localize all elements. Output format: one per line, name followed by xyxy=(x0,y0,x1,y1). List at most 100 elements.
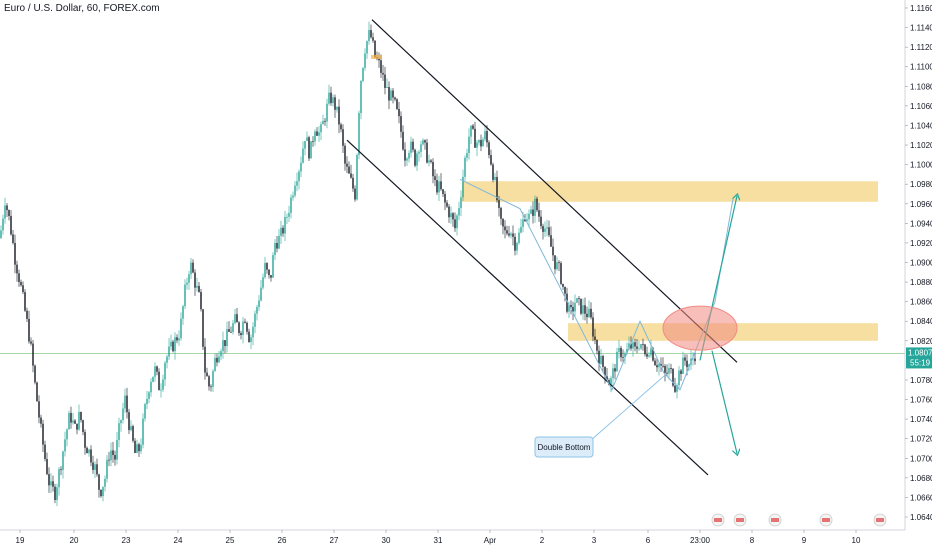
candle-body xyxy=(240,333,242,336)
candle-body xyxy=(122,408,124,421)
candle-body xyxy=(664,365,666,373)
candle-body xyxy=(26,310,28,319)
candle-body xyxy=(328,92,330,104)
candle-body xyxy=(226,329,228,347)
candle-body xyxy=(396,99,398,110)
candle-body xyxy=(182,306,184,319)
candle-body xyxy=(88,449,90,454)
candle-body xyxy=(120,420,122,424)
candle-body xyxy=(678,370,680,386)
candle-body xyxy=(264,263,266,278)
candle-body xyxy=(466,153,468,158)
candle-body xyxy=(12,234,14,243)
candle-body xyxy=(568,304,570,312)
candle-body xyxy=(202,309,204,347)
candle-body xyxy=(588,308,590,318)
price-tick-label: 1.08600 xyxy=(910,298,932,307)
candle-body xyxy=(530,209,532,214)
double-bottom-callout: Double Bottom xyxy=(534,436,594,458)
candle-body xyxy=(170,341,172,347)
candle-body xyxy=(460,197,462,209)
candle-body xyxy=(274,242,276,256)
candle-body xyxy=(450,213,452,218)
candle-body xyxy=(178,338,180,341)
candle-body xyxy=(44,444,46,460)
candle-body xyxy=(346,163,348,167)
candle-body xyxy=(508,233,510,236)
candle-body xyxy=(72,420,74,423)
candle-body xyxy=(538,210,540,217)
time-tick-label: 24 xyxy=(174,536,183,545)
candle-body xyxy=(296,181,298,186)
candle-body xyxy=(156,366,158,372)
candle-body xyxy=(604,366,606,377)
candle-body xyxy=(578,298,580,299)
candle-body xyxy=(464,157,466,177)
time-tick-label: 6 xyxy=(646,536,651,545)
candle-body xyxy=(622,357,624,358)
candle-body xyxy=(32,343,34,366)
candle-body xyxy=(476,142,478,148)
candle-body xyxy=(546,227,548,229)
candle-body xyxy=(364,53,366,68)
candle-body xyxy=(206,372,208,377)
candle-body xyxy=(536,198,538,211)
candle-body xyxy=(6,205,8,211)
candle-body xyxy=(562,283,564,287)
candle-body xyxy=(332,97,334,104)
candle-body xyxy=(640,344,642,349)
candle-body xyxy=(68,412,70,430)
candle-body xyxy=(24,292,26,311)
candle-body xyxy=(630,343,632,349)
candle-body xyxy=(472,125,474,129)
candle-body xyxy=(54,486,56,500)
candle-body xyxy=(372,37,374,41)
candle-body xyxy=(316,131,318,136)
candle-body xyxy=(544,228,546,232)
candle-body xyxy=(160,389,162,391)
candle-body xyxy=(692,358,694,360)
candle-body xyxy=(18,273,20,283)
candle-body xyxy=(612,368,614,379)
candle-body xyxy=(366,41,368,54)
candle-body xyxy=(2,218,4,231)
candle-body xyxy=(30,341,32,344)
candle-body xyxy=(190,262,192,275)
candle-body xyxy=(82,420,84,433)
time-tick-label: 3 xyxy=(592,536,597,545)
callout-text: Double Bottom xyxy=(538,443,591,452)
candle-body xyxy=(370,30,372,38)
candle-body xyxy=(502,218,504,227)
candle-body xyxy=(16,264,18,274)
candle-body xyxy=(628,343,630,350)
candle-body xyxy=(96,464,98,475)
candle-body xyxy=(14,242,16,265)
candle-body xyxy=(102,486,104,497)
price-tick-label: 1.07200 xyxy=(910,435,932,444)
time-tick-label: 26 xyxy=(278,536,287,545)
candle-body xyxy=(106,459,108,479)
candle-body xyxy=(548,227,550,236)
candle-body xyxy=(268,269,270,276)
candle-body xyxy=(64,439,66,452)
candle-body xyxy=(390,90,392,101)
current-price-tag xyxy=(906,347,932,369)
candle-body xyxy=(244,321,246,323)
candle-body xyxy=(616,351,618,372)
candle-body xyxy=(172,341,174,352)
candle-body xyxy=(286,216,288,218)
candle-body xyxy=(418,151,420,154)
price-tick-label: 1.07000 xyxy=(910,454,932,463)
candle-body xyxy=(598,350,600,365)
price-tick-label: 1.09000 xyxy=(910,259,932,268)
candles xyxy=(0,21,696,507)
candle-body xyxy=(686,360,688,368)
price-tick-label: 1.07400 xyxy=(910,415,932,424)
candle-body xyxy=(518,232,520,243)
candle-body xyxy=(322,120,324,125)
candle-body xyxy=(258,300,260,308)
candle-body xyxy=(188,274,190,283)
event-marker-icon xyxy=(873,513,887,527)
candle-body xyxy=(230,331,232,333)
